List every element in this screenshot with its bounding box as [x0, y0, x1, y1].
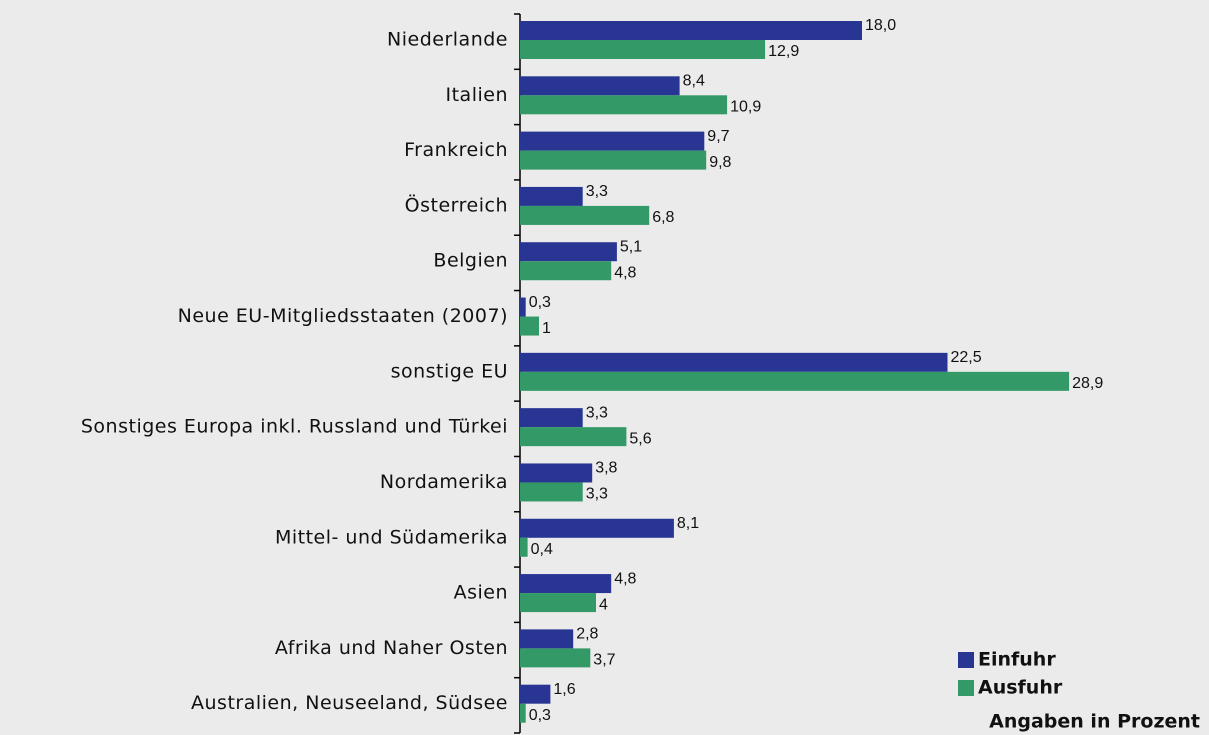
- value-label: 0,3: [529, 294, 551, 311]
- bar: [520, 684, 551, 704]
- category-label: Afrika und Naher Osten: [275, 637, 508, 659]
- category-label: sonstige EU: [391, 360, 508, 382]
- bar: [520, 261, 612, 281]
- bar: [520, 482, 583, 502]
- bar: [520, 205, 650, 225]
- value-label: 10,9: [730, 99, 761, 116]
- bar: [520, 574, 612, 594]
- value-label: 1,6: [553, 681, 575, 698]
- category-label: Österreich: [405, 193, 508, 216]
- bar: [520, 242, 617, 262]
- category-label: Asien: [454, 582, 508, 604]
- bar: [520, 352, 948, 372]
- category-label: Niederlande: [387, 29, 508, 51]
- value-label: 0,3: [529, 707, 551, 724]
- value-label: 3,3: [586, 486, 608, 503]
- legend-label: Einfuhr: [978, 649, 1056, 671]
- value-label: 28,9: [1072, 375, 1103, 392]
- unit-note: Angaben in Prozent: [989, 711, 1200, 733]
- value-label: 1: [542, 320, 551, 337]
- value-label: 3,3: [586, 183, 608, 200]
- value-label: 4: [599, 596, 608, 613]
- value-label: 2,8: [576, 626, 598, 643]
- bar: [520, 40, 766, 59]
- value-label: 5,1: [620, 238, 642, 255]
- bar: [520, 703, 526, 723]
- category-label: Nordamerika: [380, 471, 508, 493]
- bar: [520, 186, 583, 206]
- value-label: 3,7: [593, 652, 615, 669]
- bar: [520, 76, 680, 96]
- category-label: Australien, Neuseeland, Südsee: [191, 692, 508, 714]
- value-label: 12,9: [768, 43, 799, 60]
- bar: [520, 593, 596, 613]
- value-label: 9,8: [709, 154, 731, 171]
- bar: [520, 150, 707, 170]
- value-label: 8,4: [683, 73, 705, 90]
- bar: [520, 371, 1070, 391]
- value-label: 5,6: [629, 430, 651, 447]
- value-label: 8,1: [677, 515, 699, 532]
- legend-label: Ausfuhr: [978, 677, 1063, 699]
- category-label: Neue EU-Mitgliedsstaaten (2007): [178, 305, 508, 327]
- legend-swatch: [958, 680, 974, 696]
- category-label: Sonstiges Europa inkl. Russland und Türk…: [81, 416, 508, 438]
- value-label: 18,0: [865, 17, 896, 34]
- bar: [520, 537, 528, 557]
- value-label: 3,8: [595, 460, 617, 477]
- bar: [520, 518, 674, 538]
- bar: [520, 648, 591, 668]
- category-label: Belgien: [433, 250, 508, 272]
- bar: [520, 131, 705, 151]
- bar: [520, 629, 574, 649]
- category-label: Mittel- und Südamerika: [275, 526, 508, 548]
- value-label: 22,5: [951, 349, 982, 366]
- category-label: Frankreich: [404, 139, 508, 161]
- category-label: Italien: [446, 84, 509, 106]
- bar: [520, 297, 526, 317]
- bar: [520, 463, 593, 483]
- bar: [520, 408, 583, 428]
- bar: [520, 316, 539, 336]
- value-label: 4,8: [614, 570, 636, 587]
- value-label: 0,4: [531, 541, 553, 558]
- value-label: 6,8: [652, 209, 674, 226]
- bar: [520, 95, 728, 115]
- bar: [520, 21, 862, 40]
- value-label: 9,7: [707, 128, 729, 145]
- legend-swatch: [958, 652, 974, 668]
- value-label: 4,8: [614, 264, 636, 281]
- bar: [520, 427, 627, 447]
- value-label: 3,3: [586, 404, 608, 421]
